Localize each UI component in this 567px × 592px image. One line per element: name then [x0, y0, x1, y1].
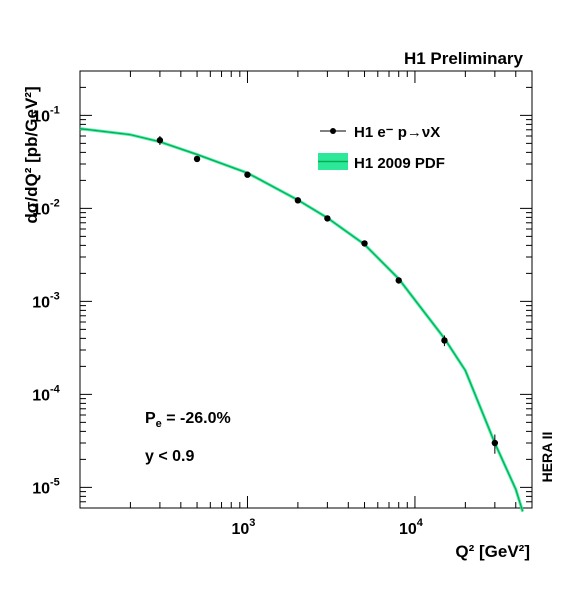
x-tick-label: 104	[399, 517, 424, 538]
y-tick-label: 10-5	[32, 476, 60, 497]
axis-ticks: 103 104 10-1 10-2 10-3 10-4 10-5	[32, 71, 533, 538]
y-axis-label: dσ/dQ² [pb/GeV²]	[22, 86, 41, 223]
plot-frame	[79, 70, 533, 509]
y-tick-label: 10-3	[32, 290, 60, 311]
polarisation-annotation: Pe = -26.0%	[145, 410, 231, 430]
x-tick-label: 103	[232, 517, 256, 538]
legend-band-label: H1 2009 PDF	[354, 155, 445, 172]
data-point	[361, 240, 368, 247]
data-point	[193, 155, 201, 163]
hera-label: HERA II	[539, 432, 555, 483]
y-tick-label: 10-1	[32, 104, 60, 125]
legend: H1 e⁻ p→νX H1 2009 PDF	[318, 124, 445, 172]
legend-data-label: H1 e⁻ p→νX	[354, 124, 440, 141]
pdf-curve	[79, 128, 524, 512]
x-axis-label: Q² [GeV²]	[455, 542, 530, 561]
data-point	[441, 337, 448, 344]
data-point	[156, 137, 164, 144]
data-point	[244, 171, 251, 178]
pdf-curve-group	[79, 127, 525, 512]
data-point	[294, 197, 302, 204]
data-point	[395, 277, 402, 284]
y-cut-annotation: y < 0.9	[145, 448, 194, 465]
chart-title: H1 Preliminary	[404, 49, 524, 68]
data-point	[491, 439, 499, 447]
legend-data-marker	[330, 128, 336, 134]
y-tick-label: 10-2	[32, 197, 60, 218]
y-tick-label: 10-4	[32, 383, 60, 404]
data-point	[324, 215, 331, 222]
data-points-group	[156, 136, 499, 454]
